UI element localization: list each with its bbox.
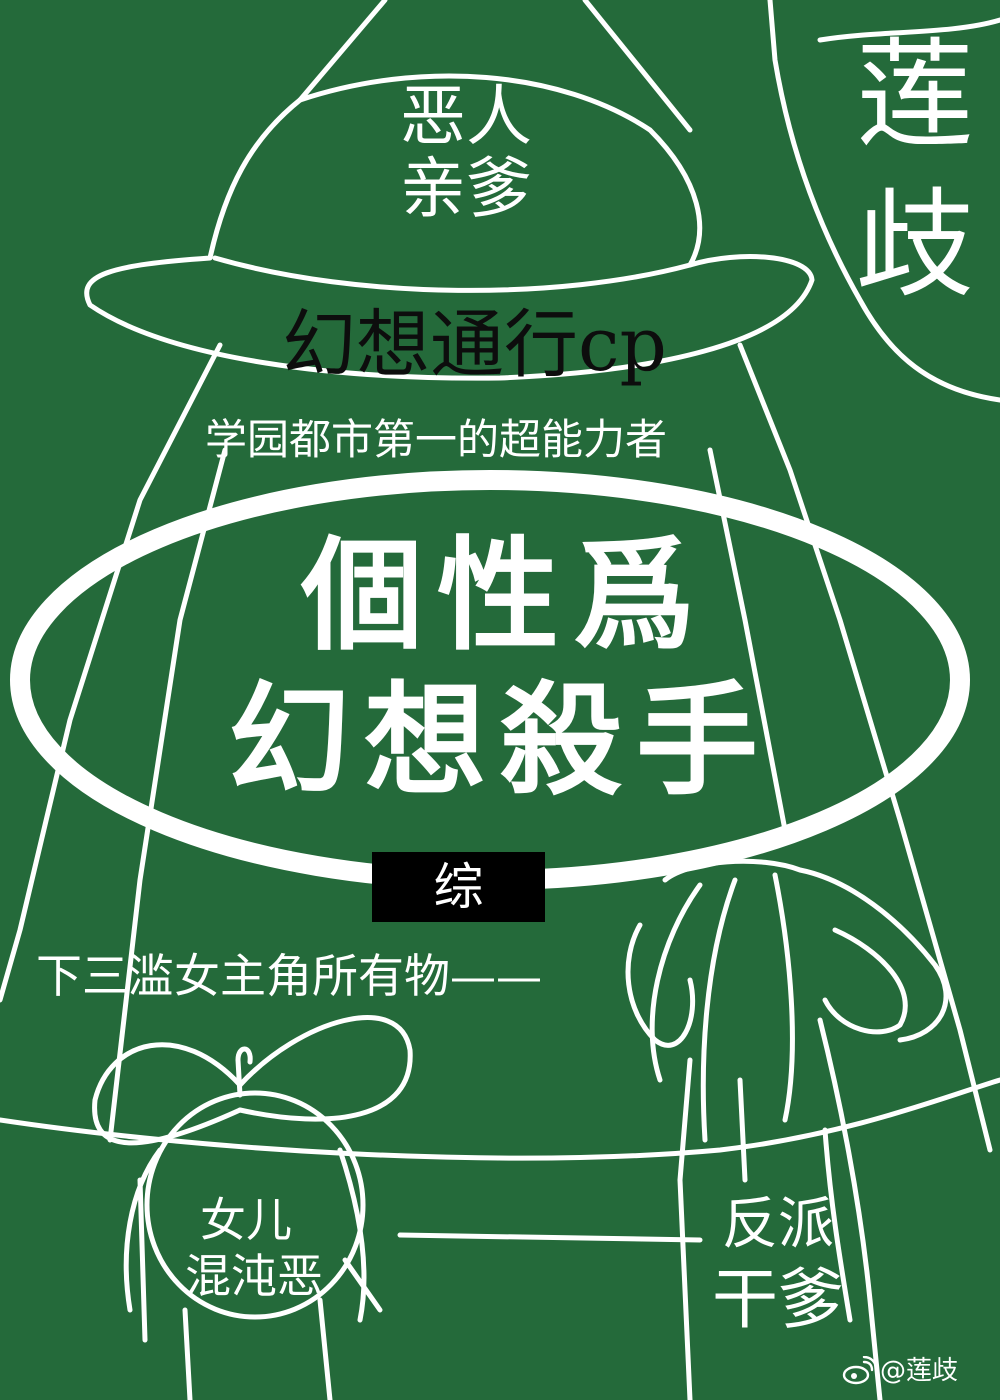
hat-crown-line: [212, 255, 693, 293]
girl-hair-left: [123, 1147, 163, 1343]
right-outline-2: [817, 17, 1000, 43]
girl-label-line-2: 混沌恶: [185, 1249, 323, 1303]
girl-bow-right: [237, 1015, 413, 1122]
corner-signature: 莲 歧: [845, 20, 985, 320]
man-label-line-2: 干爹: [712, 1261, 844, 1338]
man-hair-strands: [649, 872, 795, 1143]
girl-antenna: [235, 1046, 253, 1098]
girl-head: [144, 1090, 366, 1320]
man-label-line-1: 反派: [722, 1192, 834, 1257]
corner-signature-char: 歧: [855, 176, 974, 314]
body-right-line: [737, 342, 993, 1153]
title-line-1: 個性爲: [301, 523, 709, 667]
man-coat-right: [817, 1017, 883, 1400]
weibo-icon: [842, 1356, 876, 1385]
corner-signature-char: 莲: [855, 26, 974, 164]
right-outline: [767, 0, 1000, 403]
man-coat-left: [677, 1057, 693, 1400]
hat-tip: [297, 0, 693, 133]
subtitle: 学园都市第一的超能力者: [205, 415, 668, 464]
hat-brim: [84, 73, 815, 381]
girl-hair-right: [337, 1147, 383, 1323]
girl-arm: [397, 1232, 703, 1243]
man-coat-inner: [737, 1077, 853, 1323]
man-hair: [662, 858, 949, 1043]
body-bottom-line: [0, 1077, 1000, 1161]
girl-bow-left: [92, 1042, 243, 1146]
girl-body: [182, 1297, 333, 1400]
man-face: [822, 927, 908, 1035]
man-left-wing: [625, 922, 696, 1048]
cp-line: 幻想通行cp: [282, 302, 667, 388]
genre-badge: 综: [372, 852, 545, 922]
girl-label-line-1: 女儿: [200, 1193, 292, 1247]
hat-label-line-2: 亲爹: [400, 150, 532, 227]
title-line-2: 幻想殺手: [228, 668, 772, 812]
author-credit[interactable]: @莲歧: [880, 1356, 959, 1386]
inner-fold-left: [107, 447, 228, 1143]
hat-label-line-1: 恶人: [400, 78, 532, 155]
tagline: 下三滥女主角所有物——: [36, 949, 542, 1003]
body-left-line: [0, 342, 223, 1003]
